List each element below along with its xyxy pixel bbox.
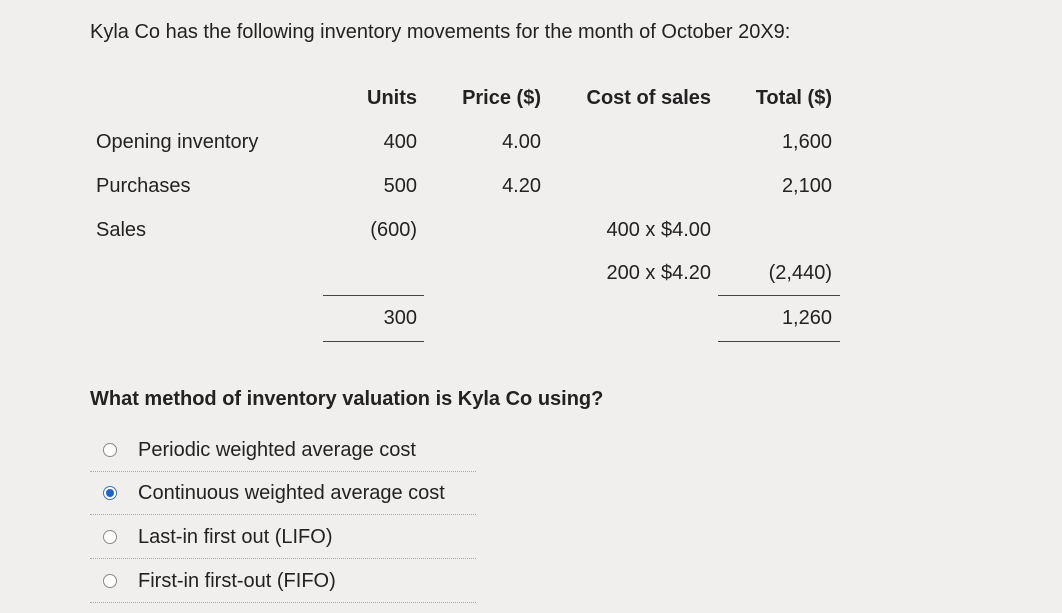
cell-total: 1,600 [781,131,832,153]
total-subtotal-rule [718,295,840,296]
cell-units: 500 [383,175,417,197]
units-total-rule [323,341,424,342]
header-price: Price ($) [462,87,541,109]
radio-button[interactable] [103,530,117,544]
cell-total: 2,100 [781,175,832,197]
header-cost-of-sales: Cost of sales [586,87,711,109]
header-total: Total ($) [755,87,832,109]
closing-units: 300 [383,307,417,329]
row-label-opening-inventory: Opening inventory [96,131,259,153]
radio-button[interactable] [103,574,117,588]
option-lifo[interactable]: Last-in first out (LIFO) [90,516,476,559]
option-label: Periodic weighted average cost [138,439,416,461]
option-label: First-in first-out (FIFO) [138,570,336,592]
option-continuous-weighted-average[interactable]: Continuous weighted average cost [90,472,476,515]
option-label: Continuous weighted average cost [138,482,445,504]
cell-price: 4.20 [502,175,541,197]
option-label: Last-in first out (LIFO) [138,526,333,548]
units-subtotal-rule [323,295,424,296]
cell-total: (2,440) [768,262,832,284]
cell-units: (600) [370,219,417,241]
cell-cost-of-sales: 200 x $4.20 [606,262,711,284]
row-label-sales: Sales [96,219,147,241]
header-units: Units [367,87,417,109]
cell-cost-of-sales: 400 x $4.00 [606,219,711,241]
radio-button-selected[interactable] [103,486,117,500]
question-text: What method of inventory valuation is Ky… [90,388,604,410]
cell-price: 4.00 [502,131,541,153]
cell-units: 400 [383,131,417,153]
row-label-purchases: Purchases [96,175,191,197]
radio-button[interactable] [103,443,117,457]
closing-total: 1,260 [781,307,832,329]
option-periodic-weighted-average[interactable]: Periodic weighted average cost [90,429,476,472]
total-total-rule [718,341,840,342]
option-fifo[interactable]: First-in first-out (FIFO) [90,560,476,603]
question-intro: Kyla Co has the following inventory move… [90,21,791,43]
